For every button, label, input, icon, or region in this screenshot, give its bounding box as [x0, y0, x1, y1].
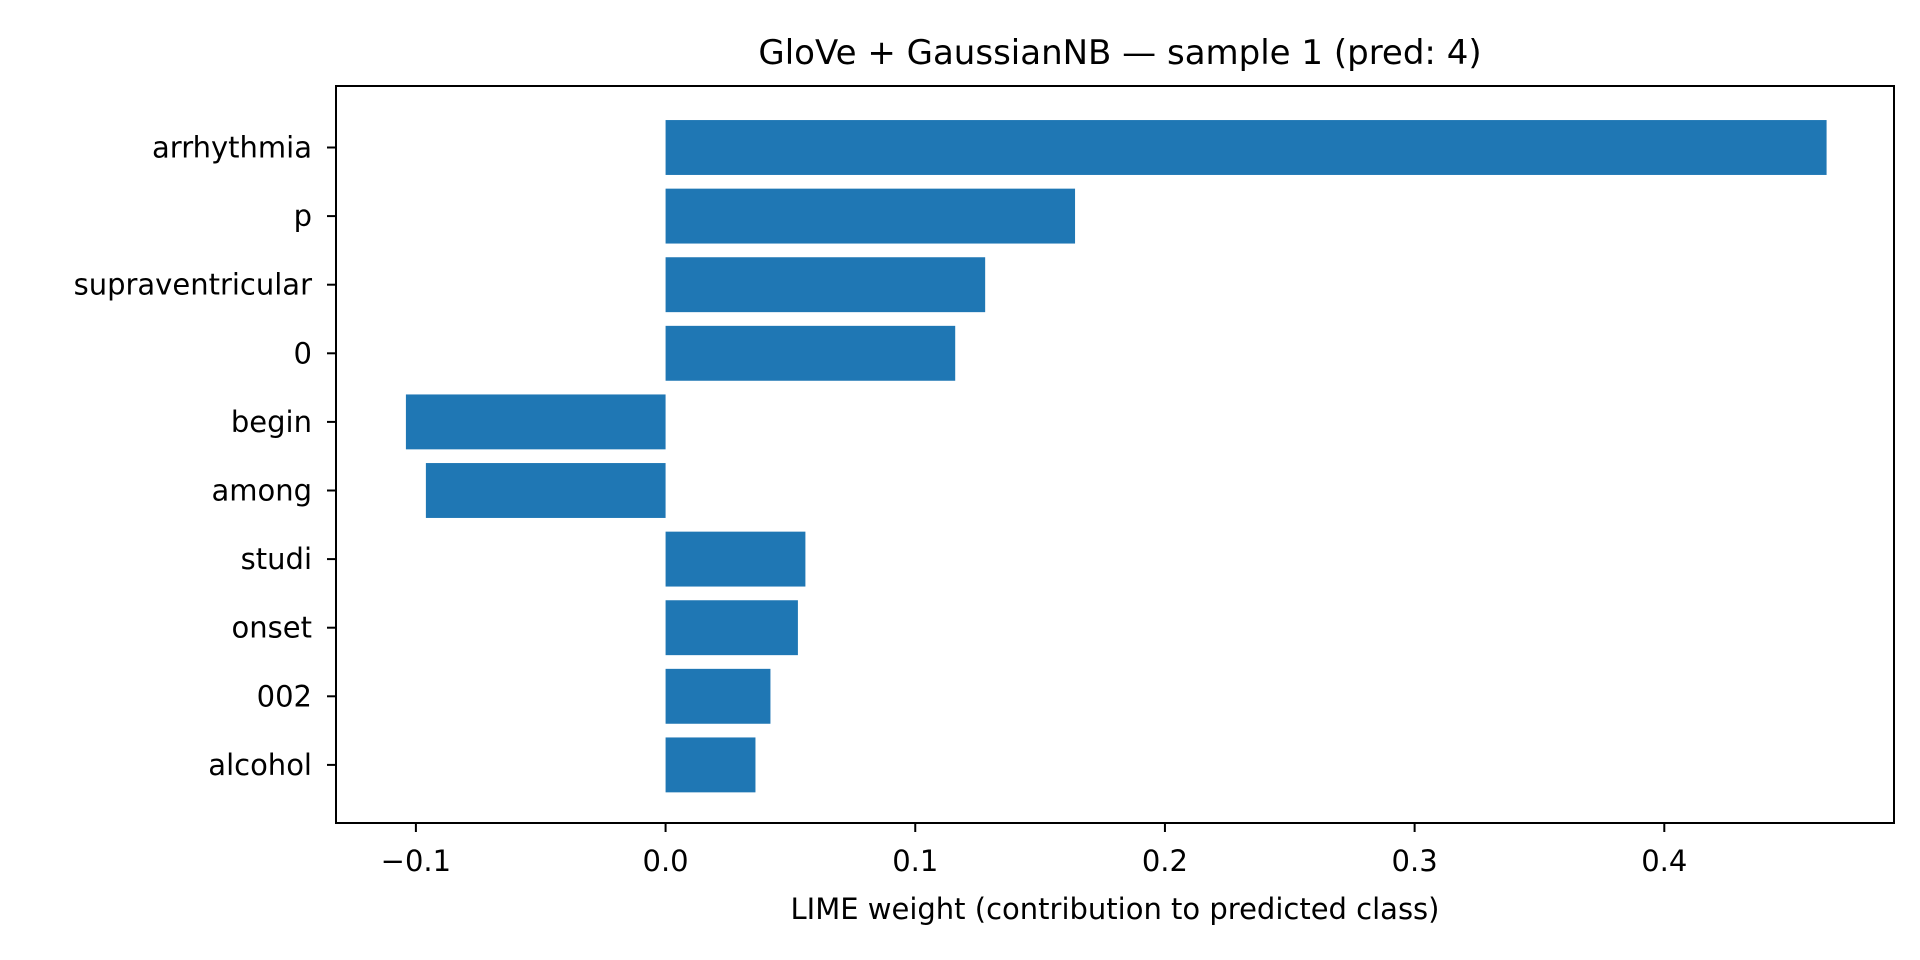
bar-supraventricular — [665, 257, 986, 313]
x-tick-label: 0.2 — [1142, 844, 1188, 878]
y-tick-label: p — [294, 199, 312, 233]
bar-onset — [665, 600, 798, 656]
bar-002 — [665, 668, 771, 724]
x-tick-label: 0.4 — [1641, 844, 1687, 878]
y-tick-label: alcohol — [208, 748, 312, 782]
y-tick-label: onset — [232, 611, 312, 645]
x-tick-label: −0.1 — [381, 844, 451, 878]
y-tick-label: begin — [231, 405, 312, 439]
y-tick-label: studi — [241, 542, 312, 576]
bar-arrhythmia — [665, 120, 1827, 175]
bar-p — [665, 188, 1076, 244]
y-tick-label: 0 — [294, 336, 312, 370]
y-tick-label: arrhythmia — [152, 131, 312, 165]
x-tick-label: 0.0 — [643, 844, 689, 878]
x-axis-label: LIME weight (contribution to predicted c… — [791, 892, 1440, 926]
x-axis-ticks: −0.1 0.0 0.1 0.2 0.3 0.4 — [381, 823, 1687, 878]
bars — [405, 120, 1827, 793]
y-tick-label: among — [211, 474, 312, 508]
y-tick-label: 002 — [257, 679, 312, 713]
bar-studi — [665, 531, 806, 587]
x-tick-label: 0.3 — [1392, 844, 1438, 878]
bar-begin — [405, 394, 666, 450]
y-axis-ticks: arrhythmia p supraventricular 0 begin among st… — [74, 131, 336, 782]
y-tick-label: supraventricular — [74, 268, 312, 302]
bar-alcohol — [665, 737, 756, 793]
bar-among — [425, 463, 666, 518]
chart-title: GloVe + GaussianNB — sample 1 (pred: 4) — [758, 33, 1481, 73]
x-tick-label: 0.1 — [892, 844, 938, 878]
plot-frame — [335, 85, 1895, 824]
bar-0 — [665, 325, 956, 381]
